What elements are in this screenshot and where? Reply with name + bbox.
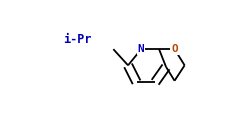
Text: N: N [138,44,145,54]
Text: O: O [171,44,178,54]
Text: i-Pr: i-Pr [64,33,92,46]
